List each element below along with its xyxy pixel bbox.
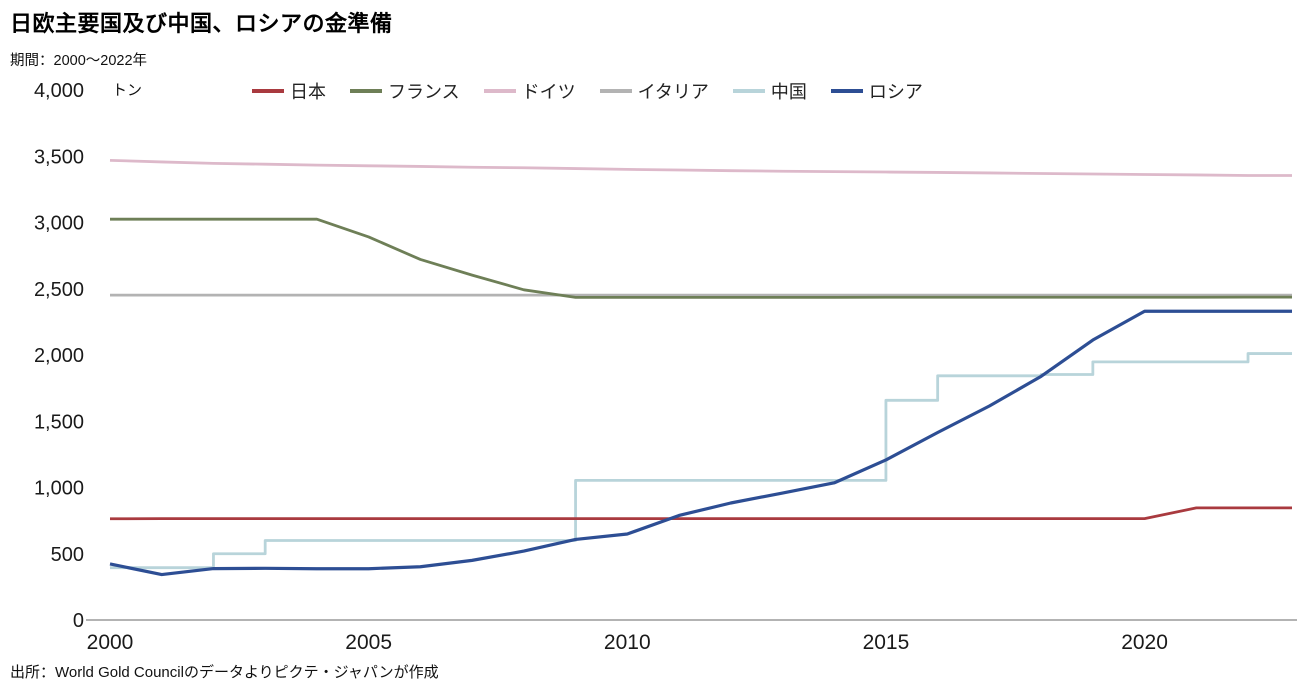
legend-swatch-japan [252, 89, 284, 93]
legend-swatch-germany [483, 89, 516, 93]
legend-label-france: フランス [388, 82, 460, 102]
series-line-russia [109, 309, 1292, 577]
series-line-france [110, 217, 1292, 299]
x-tick-label: 2015 [863, 631, 910, 654]
legend-swatch-china [732, 89, 765, 93]
y-tick-label: 3,000 [34, 213, 84, 235]
legend-swatch-france [350, 89, 382, 93]
x-tick-label: 2005 [345, 631, 392, 654]
series-line-china [110, 352, 1292, 570]
y-tick-label: 4,000 [34, 80, 84, 102]
y-tick-label: 1,500 [34, 411, 84, 433]
x-tick-label: 2020 [1121, 631, 1168, 654]
y-tick-label: 2,500 [34, 279, 84, 301]
y-tick-label: 3,500 [34, 146, 84, 168]
legend-item-germany: ドイツ [483, 78, 576, 104]
legend-label-italy: イタリア [637, 82, 709, 102]
series-line-japan [109, 506, 1292, 521]
legend-item-italy: イタリア [599, 78, 709, 104]
legend-item-france: フランス [350, 78, 460, 104]
line-chart: 0 500 1,000 1,500 2,000 2,500 3,000 3,500 4,000 2… [34, 80, 1297, 654]
period-label: 期間：2000～2022年 [10, 53, 148, 69]
x-tick-label: 2010 [604, 631, 651, 654]
unit-label: トン [112, 82, 143, 99]
y-tick-label: 0 [73, 610, 84, 632]
legend-label-japan: 日本 [290, 82, 326, 102]
legend-label-germany: ドイツ [521, 82, 576, 102]
legend-label-russia: ロシア [868, 82, 923, 102]
legend-swatch-russia [830, 89, 863, 93]
legend-label-china: 中国 [770, 82, 807, 102]
legend-swatch-italy [599, 89, 632, 93]
series-line-germany [109, 158, 1292, 177]
y-tick-label: 500 [51, 544, 84, 566]
y-tick-label: 1,000 [34, 478, 84, 500]
x-tick-label: 2000 [87, 631, 134, 654]
legend-item-china: 中国 [732, 78, 807, 104]
legend-item-russia: ロシア [830, 78, 923, 104]
source-note: 出所：World Gold Councilのデータよりピクテ・ジャパンが作成 [10, 664, 439, 681]
legend-item-japan: 日本 [252, 78, 326, 104]
page-title: 日欧主要国及び中国、ロシアの金準備 [10, 11, 393, 36]
chart-legend: 日本 フランス ドイツ イタリア 中国 ロシア [252, 78, 923, 104]
y-tick-label: 2,000 [34, 345, 84, 367]
